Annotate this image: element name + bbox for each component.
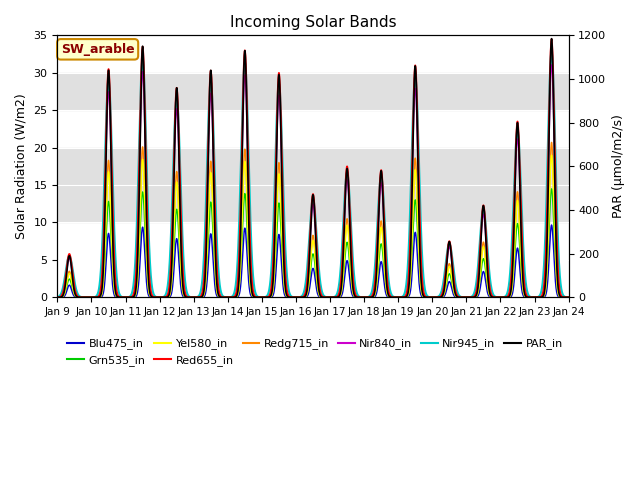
- Text: SW_arable: SW_arable: [61, 43, 134, 56]
- Bar: [58, 147, 568, 222]
- Title: Incoming Solar Bands: Incoming Solar Bands: [230, 15, 396, 30]
- Y-axis label: Solar Radiation (W/m2): Solar Radiation (W/m2): [15, 94, 28, 239]
- Legend: Blu475_in, Grn535_in, Yel580_in, Red655_in, Redg715_in, Nir840_in, Nir945_in, PA: Blu475_in, Grn535_in, Yel580_in, Red655_…: [63, 334, 567, 370]
- Bar: [58, 73, 568, 110]
- Y-axis label: PAR (μmol/m2/s): PAR (μmol/m2/s): [612, 114, 625, 218]
